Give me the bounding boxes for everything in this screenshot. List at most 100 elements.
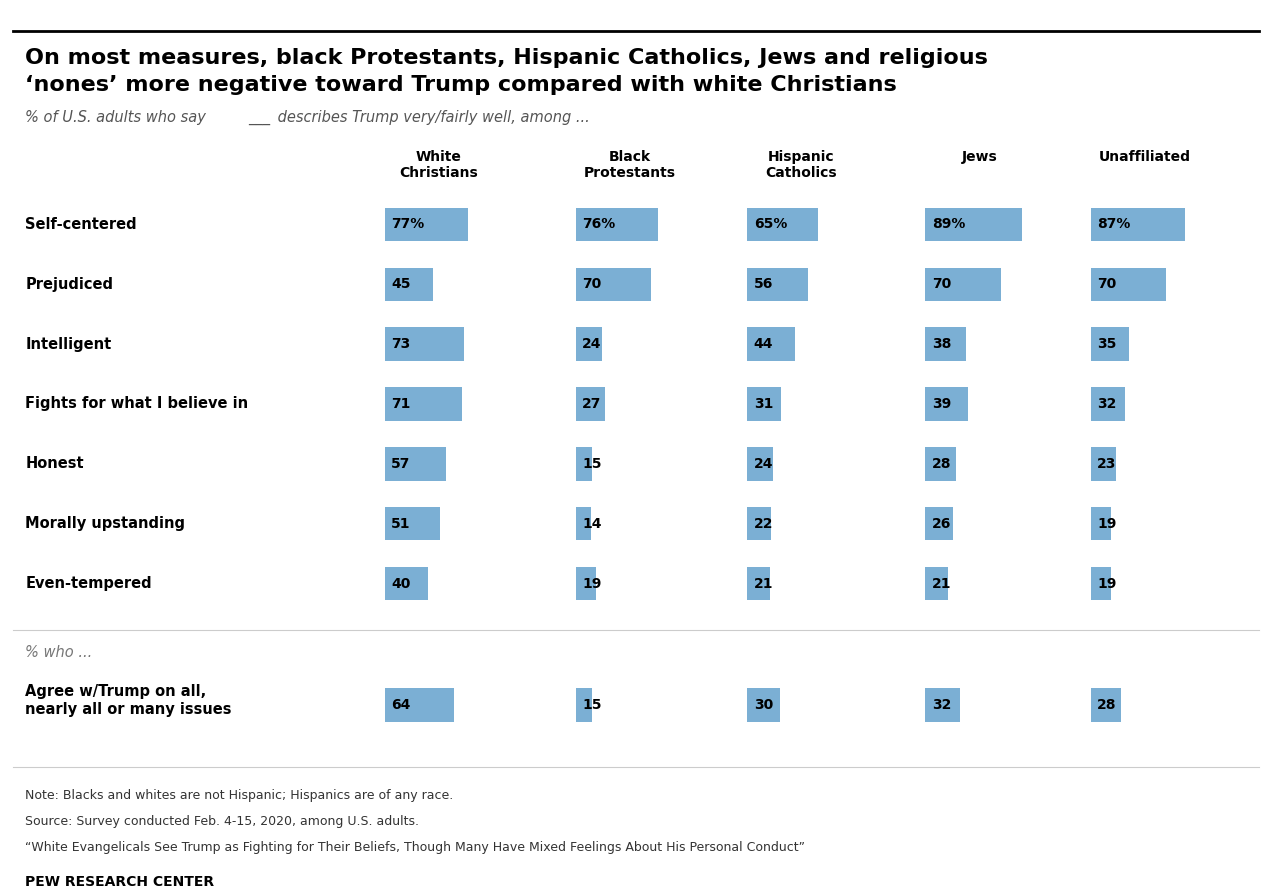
- Text: 38: 38: [931, 337, 951, 352]
- FancyBboxPatch shape: [926, 268, 1001, 301]
- FancyBboxPatch shape: [1091, 567, 1112, 600]
- FancyBboxPatch shape: [576, 567, 597, 600]
- Text: 76%: 76%: [583, 217, 616, 231]
- Text: Self-centered: Self-centered: [25, 217, 137, 232]
- Text: Note: Blacks and whites are not Hispanic; Hispanics are of any race.: Note: Blacks and whites are not Hispanic…: [25, 789, 454, 802]
- Text: 70: 70: [1098, 278, 1117, 291]
- Text: PEW RESEARCH CENTER: PEW RESEARCH CENTER: [25, 875, 215, 889]
- Text: 19: 19: [1098, 577, 1117, 590]
- FancyBboxPatch shape: [384, 268, 434, 301]
- Text: 39: 39: [931, 397, 951, 411]
- FancyBboxPatch shape: [384, 447, 446, 481]
- FancyBboxPatch shape: [576, 507, 590, 540]
- FancyBboxPatch shape: [748, 328, 795, 360]
- Text: % who ...: % who ...: [25, 644, 93, 659]
- Text: 70: 70: [931, 278, 951, 291]
- FancyBboxPatch shape: [576, 268, 651, 301]
- Text: Jews: Jews: [962, 150, 997, 164]
- FancyBboxPatch shape: [384, 207, 468, 241]
- Text: 51: 51: [392, 517, 411, 530]
- Text: 28: 28: [1098, 698, 1117, 712]
- Text: Intelligent: Intelligent: [25, 336, 112, 352]
- FancyBboxPatch shape: [926, 567, 948, 600]
- FancyBboxPatch shape: [384, 507, 440, 540]
- FancyBboxPatch shape: [1091, 447, 1116, 481]
- Text: 21: 21: [931, 577, 951, 590]
- FancyBboxPatch shape: [384, 328, 464, 360]
- Text: 28: 28: [931, 457, 951, 471]
- Text: Black
Protestants: Black Protestants: [584, 150, 675, 180]
- FancyBboxPatch shape: [748, 207, 818, 241]
- Text: 40: 40: [392, 577, 411, 590]
- Text: 32: 32: [1098, 397, 1117, 411]
- Text: 19: 19: [583, 577, 602, 590]
- Text: Honest: Honest: [25, 457, 84, 472]
- Text: Agree w/Trump on all,
nearly all or many issues: Agree w/Trump on all, nearly all or many…: [25, 684, 232, 716]
- Text: 73: 73: [392, 337, 411, 352]
- FancyBboxPatch shape: [1091, 507, 1112, 540]
- FancyBboxPatch shape: [1091, 207, 1184, 241]
- Text: 27: 27: [583, 397, 602, 411]
- Text: Even-tempered: Even-tempered: [25, 576, 153, 591]
- FancyBboxPatch shape: [926, 387, 968, 421]
- FancyBboxPatch shape: [576, 387, 604, 421]
- Text: Morally upstanding: Morally upstanding: [25, 516, 186, 531]
- Text: 77%: 77%: [392, 217, 425, 231]
- Text: 56: 56: [754, 278, 773, 291]
- FancyBboxPatch shape: [384, 567, 427, 600]
- Text: 21: 21: [754, 577, 773, 590]
- Text: On most measures, black Protestants, Hispanic Catholics, Jews and religious: On most measures, black Protestants, His…: [25, 48, 988, 69]
- Text: 57: 57: [392, 457, 411, 471]
- FancyBboxPatch shape: [926, 688, 960, 722]
- Text: Hispanic
Catholics: Hispanic Catholics: [766, 150, 837, 180]
- Text: 14: 14: [583, 517, 602, 530]
- FancyBboxPatch shape: [576, 207, 658, 241]
- FancyBboxPatch shape: [926, 207, 1021, 241]
- FancyBboxPatch shape: [384, 688, 454, 722]
- Text: 64: 64: [392, 698, 411, 712]
- Text: ‘nones’ more negative toward Trump compared with white Christians: ‘nones’ more negative toward Trump compa…: [25, 75, 897, 95]
- FancyBboxPatch shape: [926, 507, 954, 540]
- FancyBboxPatch shape: [576, 688, 591, 722]
- FancyBboxPatch shape: [576, 447, 591, 481]
- Text: 44: 44: [754, 337, 773, 352]
- Text: 24: 24: [583, 337, 602, 352]
- Text: describes Trump very/fairly well, among ...: describes Trump very/fairly well, among …: [273, 110, 590, 125]
- Text: 45: 45: [392, 278, 411, 291]
- FancyBboxPatch shape: [1091, 688, 1121, 722]
- Text: 23: 23: [1098, 457, 1117, 471]
- FancyBboxPatch shape: [748, 507, 771, 540]
- FancyBboxPatch shape: [576, 328, 602, 360]
- Text: 71: 71: [392, 397, 411, 411]
- Text: 30: 30: [754, 698, 773, 712]
- FancyBboxPatch shape: [1091, 268, 1166, 301]
- FancyBboxPatch shape: [748, 688, 780, 722]
- FancyBboxPatch shape: [748, 567, 770, 600]
- Text: Source: Survey conducted Feb. 4-15, 2020, among U.S. adults.: Source: Survey conducted Feb. 4-15, 2020…: [25, 815, 420, 828]
- Text: % of U.S. adults who say: % of U.S. adults who say: [25, 110, 211, 125]
- Text: 26: 26: [931, 517, 951, 530]
- Text: 87%: 87%: [1098, 217, 1131, 231]
- Text: 22: 22: [754, 517, 773, 530]
- FancyBboxPatch shape: [384, 387, 462, 421]
- Text: 15: 15: [583, 457, 602, 471]
- Text: White
Christians: White Christians: [399, 150, 478, 180]
- FancyBboxPatch shape: [1091, 387, 1126, 421]
- Text: 65%: 65%: [754, 217, 787, 231]
- FancyBboxPatch shape: [748, 387, 781, 421]
- Text: Unaffiliated: Unaffiliated: [1099, 150, 1191, 164]
- Text: 32: 32: [931, 698, 951, 712]
- Text: 31: 31: [754, 397, 773, 411]
- FancyBboxPatch shape: [748, 268, 808, 301]
- Text: “White Evangelicals See Trump as Fighting for Their Beliefs, Though Many Have Mi: “White Evangelicals See Trump as Fightin…: [25, 841, 805, 854]
- Text: 35: 35: [1098, 337, 1117, 352]
- FancyBboxPatch shape: [926, 447, 955, 481]
- Text: Prejudiced: Prejudiced: [25, 277, 113, 292]
- Text: 19: 19: [1098, 517, 1117, 530]
- FancyBboxPatch shape: [748, 447, 773, 481]
- Text: 89%: 89%: [931, 217, 965, 231]
- Text: 70: 70: [583, 278, 602, 291]
- FancyBboxPatch shape: [1091, 328, 1128, 360]
- FancyBboxPatch shape: [926, 328, 967, 360]
- Text: 15: 15: [583, 698, 602, 712]
